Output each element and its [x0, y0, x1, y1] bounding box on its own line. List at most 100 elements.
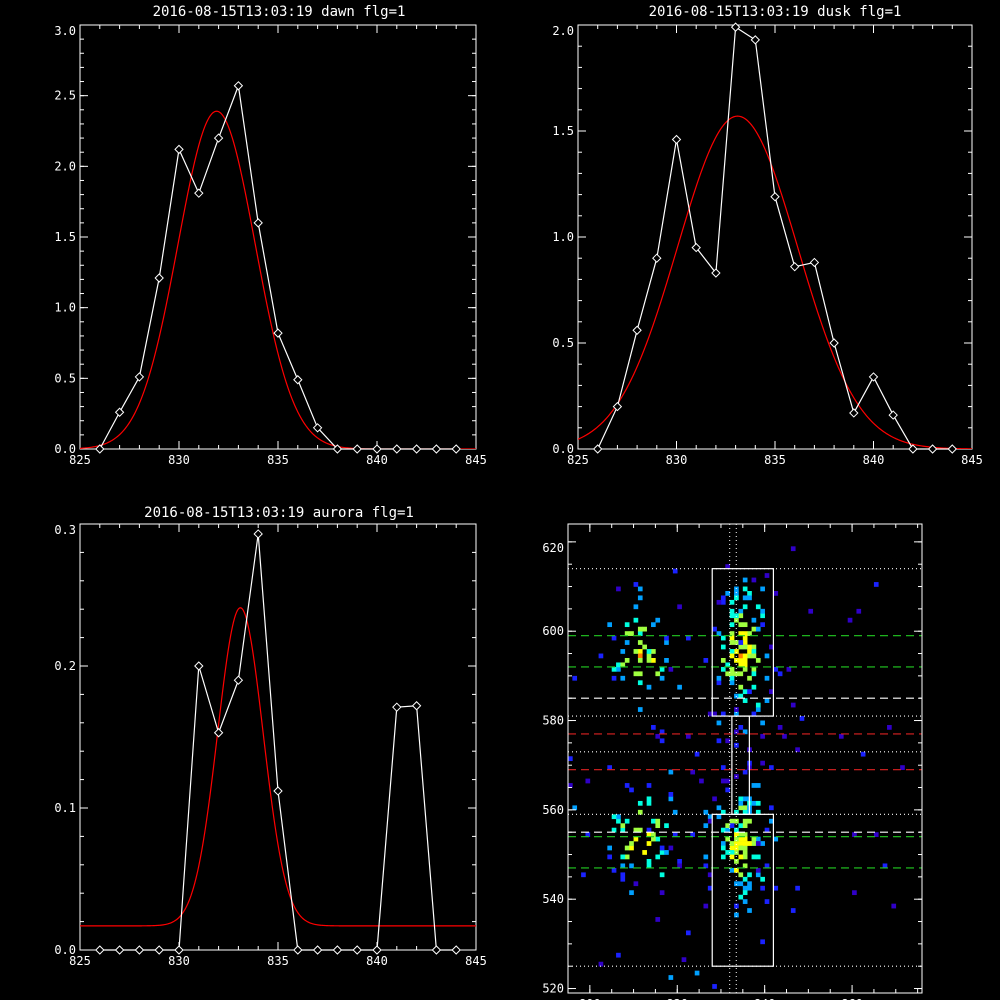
- heatmap-cell: [668, 769, 674, 775]
- heatmap-cell: [646, 800, 652, 806]
- heatmap-cell: [738, 608, 744, 614]
- data-point: [592, 444, 603, 454]
- heatmap-cell: [607, 854, 613, 860]
- y-tick-label: 0.5: [54, 371, 76, 385]
- data-point: [612, 401, 623, 412]
- heatmap-cell: [655, 733, 661, 739]
- heatmap-cell: [742, 890, 748, 896]
- heatmap-cell: [607, 622, 613, 628]
- heatmap-cell: [755, 707, 761, 712]
- observed-line: [99, 85, 457, 450]
- heatmap-cell: [716, 720, 722, 726]
- heatmap-cell: [729, 823, 735, 829]
- heatmap-cell: [734, 640, 739, 645]
- heatmap-cell: [734, 818, 739, 824]
- data-point: [691, 242, 701, 253]
- y-tick-label: 1.5: [54, 230, 76, 244]
- heatmap-cell: [742, 876, 748, 882]
- heatmap-cell: [677, 863, 682, 869]
- heatmap-cell: [860, 751, 866, 757]
- heatmap-cell: [659, 738, 665, 744]
- heatmap-cell: [747, 818, 752, 824]
- heatmap-cell: [703, 863, 709, 869]
- heatmap-cell: [769, 689, 774, 695]
- heatmap-cell: [655, 836, 661, 842]
- heatmap-cell: [633, 604, 639, 610]
- heatmap-cell: [707, 711, 713, 717]
- heatmap-cell: [672, 832, 678, 837]
- heatmap-cell: [755, 702, 761, 708]
- heatmap-cell: [742, 769, 748, 775]
- data-point: [174, 945, 184, 955]
- heatmap-cell: [747, 631, 752, 636]
- heatmap-cell: [624, 640, 630, 645]
- observed-line: [99, 533, 457, 951]
- heatmap-cell: [624, 622, 630, 628]
- heatmap-cell: [620, 872, 626, 878]
- heatmap-cell: [734, 912, 739, 918]
- heatmap-cell: [712, 711, 717, 717]
- heatmap-cell: [742, 577, 748, 583]
- heatmap-cell: [742, 850, 748, 855]
- heatmap-cell: [646, 863, 652, 869]
- heatmap-cell: [734, 903, 739, 909]
- heatmap-cell: [681, 957, 687, 963]
- heatmap-cell: [734, 859, 739, 864]
- heatmap-cell: [664, 640, 669, 645]
- heatmap-cell: [747, 595, 752, 601]
- heatmap-cell: [668, 975, 674, 980]
- heatmap-cell: [760, 586, 765, 592]
- heatmap-cell: [686, 733, 691, 739]
- x-tick-label: 830: [666, 453, 688, 467]
- heatmap-cell: [677, 604, 682, 610]
- data-point: [233, 675, 244, 685]
- x-tick-label: 825: [69, 954, 91, 968]
- heatmap-cell: [655, 617, 661, 623]
- heatmap-cell: [852, 832, 857, 837]
- heatmap-cell: [699, 778, 704, 784]
- heatmap-cell: [729, 622, 735, 628]
- x-tick-label: 845: [465, 954, 487, 968]
- heatmap-cell: [651, 725, 656, 730]
- heatmap-cell: [729, 818, 735, 824]
- heatmap-cell: [742, 604, 748, 610]
- heatmap-cell: [747, 644, 752, 650]
- heatmap-cell: [651, 818, 656, 824]
- heatmap-cell: [572, 805, 578, 811]
- heatmap-cell: [637, 626, 643, 632]
- x-tick-label: 860: [841, 997, 863, 1000]
- heatmap-cell: [620, 649, 626, 654]
- heatmap-cell: [742, 635, 748, 641]
- heatmap-cell: [738, 640, 744, 645]
- heatmap-cell: [751, 653, 757, 659]
- data-point: [273, 328, 283, 338]
- heatmap-cell: [747, 675, 752, 681]
- heatmap-cell: [751, 854, 757, 860]
- heatmap-cell: [734, 881, 739, 887]
- x-tick-label: 835: [764, 453, 786, 467]
- data-point: [174, 144, 184, 155]
- heatmap-cell: [734, 707, 739, 712]
- heatmap-cell: [694, 751, 700, 757]
- y-tick-label: 2.0: [552, 24, 574, 38]
- heatmap-cell: [742, 809, 748, 815]
- heatmap-cell: [887, 725, 892, 730]
- data-point: [372, 444, 382, 454]
- plot-frame: [79, 24, 477, 450]
- heatmap-cell: [729, 640, 735, 645]
- heatmap-cell: [742, 854, 748, 860]
- heatmap-cell: [611, 675, 617, 681]
- heatmap-cell: [624, 818, 630, 824]
- heatmap-cell: [620, 876, 626, 882]
- heatmap-cell: [764, 899, 770, 904]
- heatmap-cell: [734, 591, 739, 596]
- heatmap-cell: [729, 608, 735, 614]
- data-point: [352, 945, 362, 955]
- observed-line: [597, 26, 953, 450]
- heatmap-cell: [738, 653, 744, 659]
- heatmap-cell: [738, 796, 744, 802]
- heatmap-cell: [624, 783, 630, 788]
- heatmap-cell: [742, 698, 748, 703]
- plot-frame: [79, 523, 477, 951]
- data-point: [312, 945, 323, 955]
